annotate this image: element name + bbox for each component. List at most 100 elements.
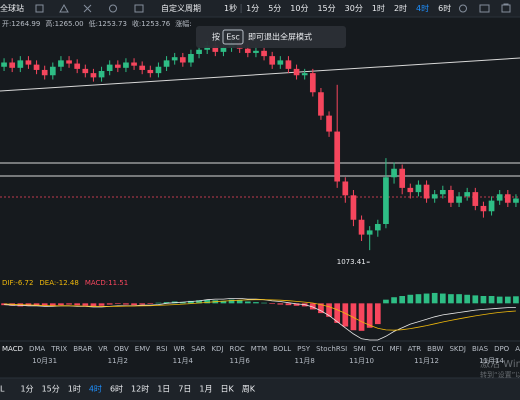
interval-button[interactable]: 1日 [157,385,170,394]
icon[interactable] [134,4,144,13]
indicator-tab[interactable]: ATR [408,345,422,353]
indicator-tab[interactable]: SMI [353,345,366,353]
candle-body [504,194,511,203]
candle-body [49,66,56,76]
indicator-tab[interactable]: BOLL [273,345,291,353]
macd-bar [261,302,267,304]
icon[interactable] [83,4,92,13]
period-tab[interactable]: 1秒 [224,3,237,13]
indicator-tab[interactable]: MTM [251,345,267,353]
indicator-tab[interactable]: TRIX [50,345,67,353]
indicator-tab[interactable]: CCI [372,345,384,353]
candle-body [301,73,308,76]
indicator-tab[interactable]: DMA [29,345,45,353]
indicator-tab[interactable]: AO [515,345,520,353]
candle-body [9,62,16,68]
icon[interactable] [479,4,490,13]
trend-line[interactable] [0,57,520,92]
period-tab[interactable]: 1时 [372,3,385,13]
interval-button[interactable]: 15分 [42,385,60,394]
bottom-bar [0,378,520,400]
interval-button[interactable]: 12时 [131,384,149,394]
x-tick-label: 11月14 [479,357,504,365]
indicator-tab[interactable]: KDJ [211,345,223,353]
macd-bar [41,303,48,306]
macd-bar [448,294,454,304]
macd-bar [326,303,332,317]
macd-bar [496,296,503,304]
interval-button[interactable]: 7日 [178,385,191,394]
ohlc-info: 低:1253.73 [89,19,127,28]
candle-body [496,194,503,201]
period-tab[interactable]: 4时 [416,3,429,13]
indicator-tab[interactable]: DPO [494,345,510,353]
interval-button[interactable]: 6时 [110,384,123,394]
candle-body [285,60,292,69]
interval-button[interactable]: 周K [242,385,256,394]
ohlc-info: 高:1265.00 [45,19,83,28]
interval-button[interactable]: 1月 [199,385,212,394]
indicator-tab[interactable]: MFI [390,345,402,353]
macd-bar [49,303,56,307]
indicator-tab[interactable]: VR [98,345,108,353]
period-tab[interactable]: 6时 [438,3,451,13]
candle-body [261,50,267,57]
interval-button[interactable]: 日K [221,385,235,394]
macd-bar [269,303,276,304]
macd-bar [342,303,349,327]
macd-bar [98,303,105,306]
period-tab[interactable]: 10分 [290,4,308,13]
macd-bar [188,300,194,304]
candle-body [383,177,389,224]
interval-button[interactable]: L [0,385,5,394]
indicator-tab[interactable]: BBW [427,345,443,353]
icon[interactable] [35,4,44,13]
custom-period[interactable]: 自定义周期 [161,3,201,13]
indicator-tab[interactable]: SKDJ [449,345,466,353]
interval-button[interactable]: 4时 [89,384,102,394]
indicator-tab[interactable]: StochRSI [316,345,347,353]
site-name[interactable]: 全球站 [0,3,24,13]
indicator-tab[interactable]: EMV [135,345,150,353]
indicator-tab[interactable]: ROC [230,345,245,353]
macd-bar [350,303,357,331]
macd-bar [504,296,511,304]
macd-bar [423,293,430,304]
indicator-tab[interactable]: RSI [156,345,167,353]
macd-bar [66,303,72,305]
indicator-tab[interactable]: OBV [114,345,129,353]
macd-panel [1,292,519,341]
period-tab[interactable]: 2时 [394,3,407,13]
candle-body [374,224,381,231]
icon[interactable] [59,3,69,13]
icon[interactable] [459,4,467,13]
candle-body [74,63,81,69]
indicator-tab[interactable]: PSY [297,345,311,353]
candle-body [456,196,462,203]
x-tick-label: 11月12 [414,357,439,365]
indicator-tab[interactable]: MACD [2,345,23,353]
period-tab[interactable]: 5分 [268,4,281,13]
period-tab[interactable]: 1分 [246,4,259,13]
macd-bar [147,303,154,304]
candle-body [439,190,446,195]
indicator-tab[interactable]: BRAR [73,345,92,353]
candle-body [309,73,316,93]
indicator-tab[interactable]: BIAS [472,345,489,353]
macd-bar [253,302,259,304]
indicator-tab[interactable]: SAR [191,345,205,353]
interval-button[interactable]: 1时 [68,384,81,394]
icon[interactable] [109,4,117,13]
period-tab[interactable]: 15分 [317,4,335,13]
period-tab[interactable]: 30分 [345,4,363,13]
top-bar [0,0,520,17]
watermark: 激活 Windows [480,357,520,370]
indicator-tab[interactable]: WR [173,345,185,353]
candle-body [25,60,32,65]
interval-button[interactable]: 1分 [20,385,33,394]
icon[interactable] [501,3,511,13]
macd-legend: DIF:-6.72 [2,279,33,287]
candle-body [342,181,349,196]
candle-body [415,184,422,193]
